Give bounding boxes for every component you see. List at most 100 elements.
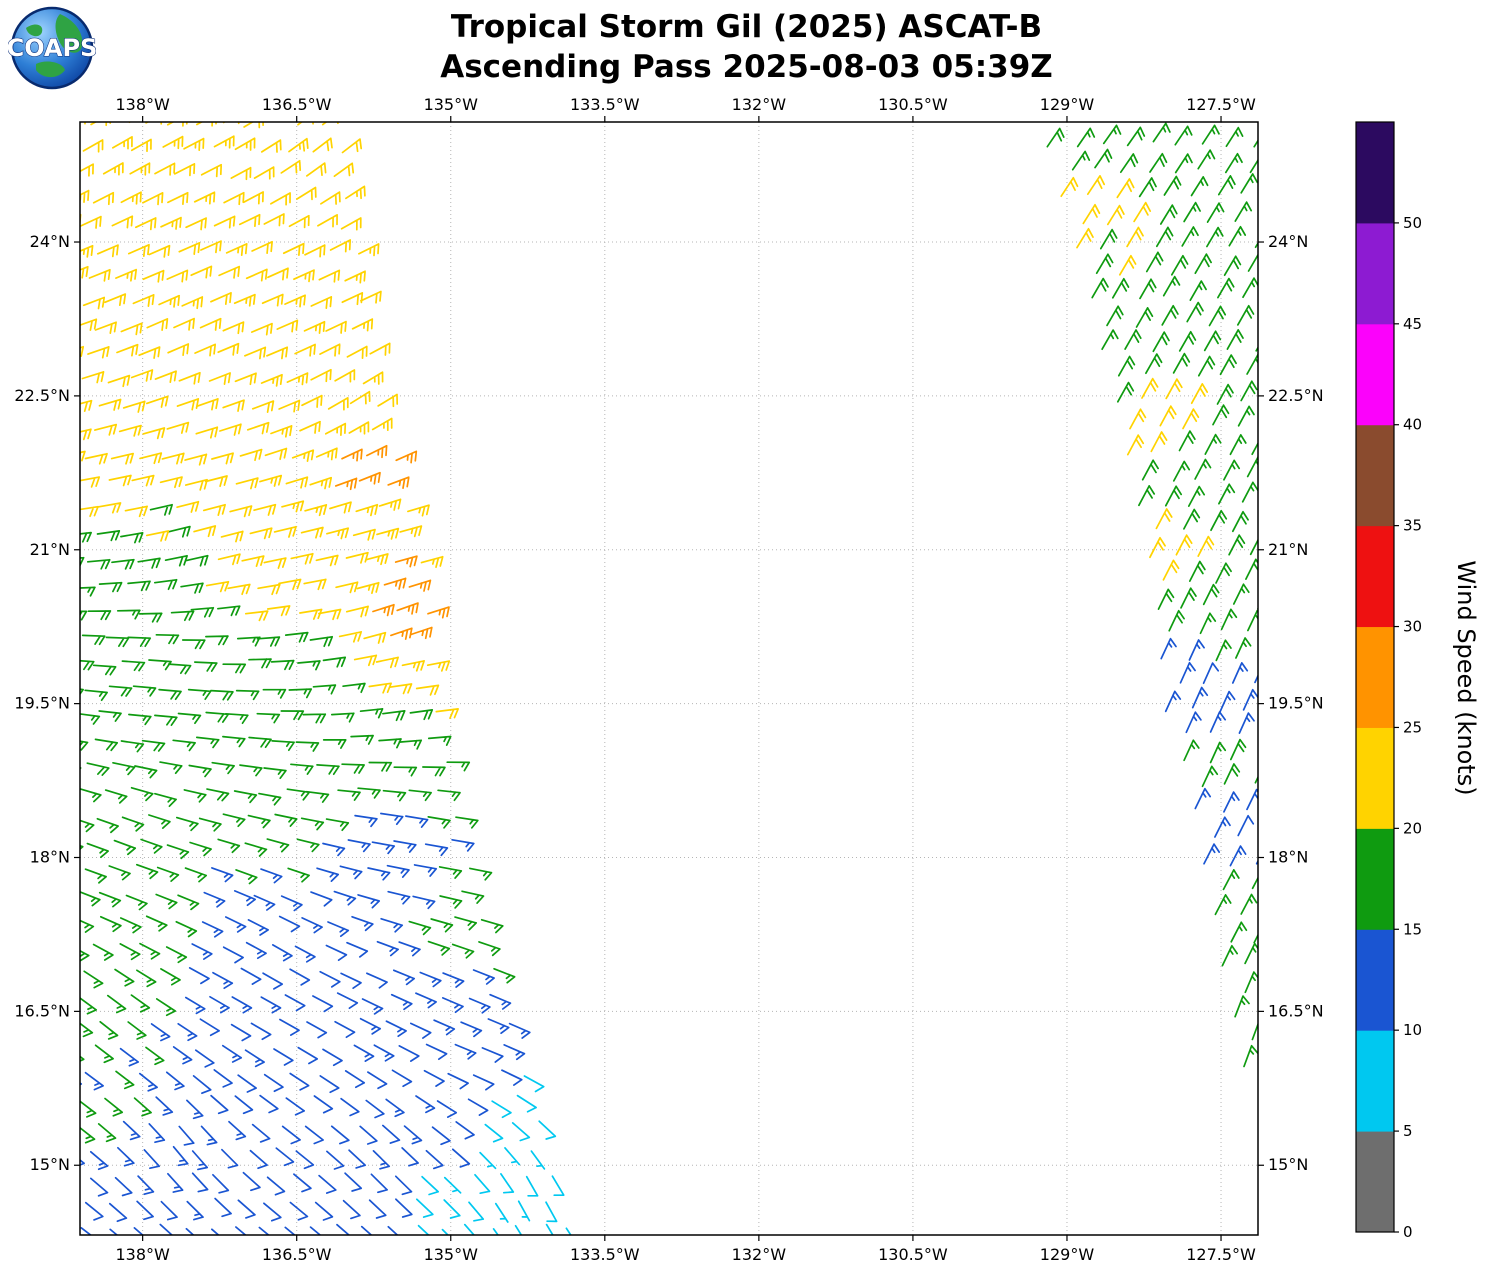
y-tick-label-left: 16.5°N bbox=[14, 1001, 70, 1020]
wind-barb bbox=[1163, 175, 1182, 196]
wind-barb bbox=[235, 689, 260, 701]
wind-barb bbox=[1269, 814, 1284, 834]
wind-barb bbox=[170, 610, 195, 622]
wind-barb bbox=[312, 684, 337, 695]
wind-barb bbox=[1279, 431, 1294, 450]
wind-barb bbox=[1216, 383, 1234, 405]
wind-barb bbox=[80, 476, 101, 488]
wind-barb bbox=[424, 843, 449, 857]
wind-barb bbox=[166, 844, 190, 860]
wind-barb bbox=[1172, 352, 1191, 374]
wind-barb bbox=[398, 1045, 420, 1062]
wind-barb bbox=[80, 891, 101, 907]
x-tick-label-bottom: 138°W bbox=[115, 1245, 170, 1264]
wind-barb bbox=[181, 296, 204, 310]
wind-barb bbox=[373, 1044, 395, 1062]
wind-barb bbox=[317, 214, 338, 228]
wind-barb bbox=[1138, 485, 1156, 507]
wind-barb bbox=[80, 1022, 94, 1038]
wind-barb bbox=[344, 270, 366, 284]
wind-barb bbox=[415, 1095, 436, 1114]
wind-barb bbox=[1175, 534, 1193, 556]
x-tick-label-bottom: 130.5°W bbox=[878, 1245, 948, 1264]
wind-barb bbox=[51, 374, 72, 384]
wind-barb bbox=[333, 890, 357, 906]
wind-barb bbox=[138, 1072, 158, 1092]
wind-barb bbox=[422, 766, 446, 777]
wind-barb bbox=[304, 1125, 324, 1145]
wind-barb bbox=[481, 1047, 504, 1063]
wind-barb bbox=[121, 816, 145, 832]
wind-barb bbox=[346, 345, 368, 360]
wind-barb bbox=[1141, 459, 1159, 481]
wind-barb bbox=[81, 634, 106, 646]
wind-barb bbox=[1223, 255, 1242, 277]
wind-barb bbox=[213, 215, 236, 229]
wind-barb bbox=[367, 1071, 388, 1090]
wind-barb bbox=[221, 1044, 243, 1063]
wind-barb bbox=[278, 578, 302, 591]
wind-barb bbox=[284, 1226, 296, 1235]
wind-barb bbox=[1159, 204, 1178, 225]
wind-barb bbox=[329, 501, 352, 514]
colorbar-band bbox=[1356, 525, 1394, 628]
y-tick-label-right: 19.5°N bbox=[1268, 694, 1324, 713]
wind-barb bbox=[176, 398, 200, 411]
wind-barb bbox=[87, 610, 112, 621]
wind-barb bbox=[155, 893, 178, 910]
wind-barb bbox=[365, 1099, 385, 1119]
wind-barb bbox=[80, 189, 90, 203]
wind-barb bbox=[80, 1082, 83, 1086]
wind-barb bbox=[393, 766, 418, 777]
wind-barb bbox=[290, 552, 314, 565]
axes-layer: 138°W 138°W 136.5°W 136.5°W 135°W 135°W 133.5°… bbox=[14, 95, 1323, 1264]
wind-barb bbox=[92, 191, 115, 206]
wind-barb bbox=[1277, 257, 1293, 276]
wind-barb bbox=[1243, 1044, 1258, 1068]
wind-barb bbox=[194, 343, 217, 357]
wind-barb bbox=[80, 345, 85, 357]
wind-barb bbox=[99, 915, 122, 933]
wind-barb bbox=[172, 1145, 189, 1167]
wind-barb bbox=[1138, 177, 1157, 198]
wind-barb bbox=[511, 1122, 531, 1142]
wind-barb bbox=[1178, 330, 1197, 352]
y-tick-label-right: 15°N bbox=[1268, 1155, 1308, 1174]
wind-barb bbox=[1170, 254, 1189, 276]
wind-barb bbox=[327, 397, 349, 411]
wind-barb bbox=[365, 553, 389, 566]
wind-barb bbox=[419, 971, 442, 988]
wind-barb bbox=[205, 580, 230, 593]
wind-barb bbox=[267, 267, 289, 281]
wind-barb bbox=[87, 346, 110, 359]
wind-barb bbox=[142, 192, 164, 206]
wind-barb bbox=[1174, 125, 1193, 146]
wind-barb bbox=[468, 997, 491, 1014]
wind-barb bbox=[295, 1150, 315, 1170]
wind-barb bbox=[148, 659, 172, 671]
wind-barb bbox=[1235, 637, 1252, 659]
wind-barb bbox=[409, 1022, 432, 1039]
wind-barb bbox=[166, 269, 189, 283]
wind-barb bbox=[1141, 377, 1159, 399]
wind-barb bbox=[1129, 408, 1147, 430]
y-tick-label-right: 22.5°N bbox=[1268, 386, 1324, 405]
wind-barb bbox=[395, 450, 418, 464]
wind-barb bbox=[342, 682, 366, 694]
continent-shape bbox=[55, 14, 83, 53]
wind-barb bbox=[1071, 150, 1091, 171]
wind-barb bbox=[341, 138, 363, 154]
wind-barb bbox=[306, 1021, 328, 1039]
wind-barb bbox=[200, 163, 223, 178]
wind-barb bbox=[257, 583, 281, 596]
wind-barb bbox=[1285, 740, 1300, 760]
x-tick-label-bottom: 129°W bbox=[1040, 1245, 1095, 1264]
wind-barb bbox=[59, 1227, 77, 1244]
wind-barb bbox=[394, 1175, 413, 1196]
wind-barb bbox=[234, 137, 256, 151]
wind-barb bbox=[551, 1175, 565, 1197]
wind-barb bbox=[360, 290, 382, 304]
wind-barb bbox=[185, 1227, 195, 1235]
colorbar-band bbox=[1356, 626, 1394, 728]
wind-barb bbox=[382, 789, 407, 802]
